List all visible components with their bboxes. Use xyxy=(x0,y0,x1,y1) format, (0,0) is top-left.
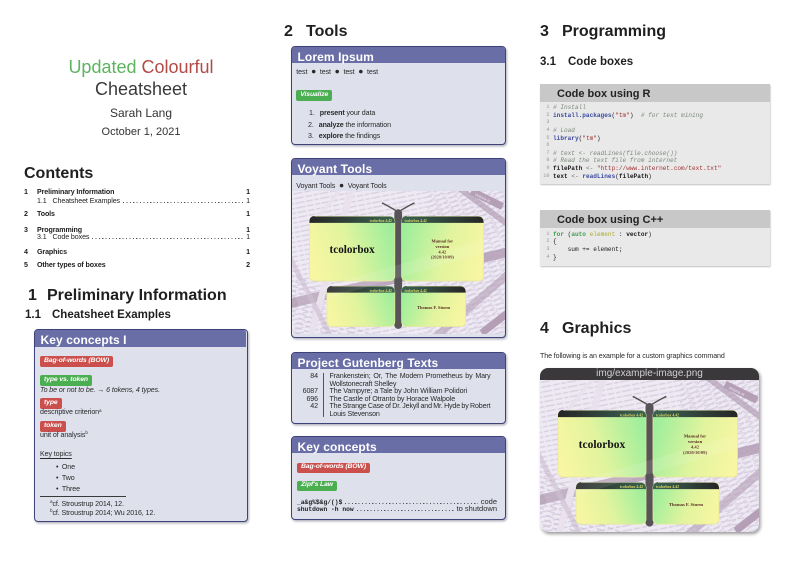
svg-text:version: version xyxy=(688,439,703,444)
svg-text:tcolorbox 4.42: tcolorbox 4.42 xyxy=(620,413,643,417)
svg-text:4.42: 4.42 xyxy=(691,445,700,450)
svg-text:tcolorbox 4.42: tcolorbox 4.42 xyxy=(656,413,679,417)
svg-text:Thomas F. Sturm: Thomas F. Sturm xyxy=(669,502,703,507)
svg-text:Manual for: Manual for xyxy=(684,434,706,439)
svg-text:tcolorbox 4.42: tcolorbox 4.42 xyxy=(620,485,643,489)
svg-text:tcolorbox 4.42: tcolorbox 4.42 xyxy=(656,485,679,489)
svg-text:(2020/10/09): (2020/10/09) xyxy=(683,450,707,455)
svg-text:tcolorbox: tcolorbox xyxy=(579,439,626,451)
